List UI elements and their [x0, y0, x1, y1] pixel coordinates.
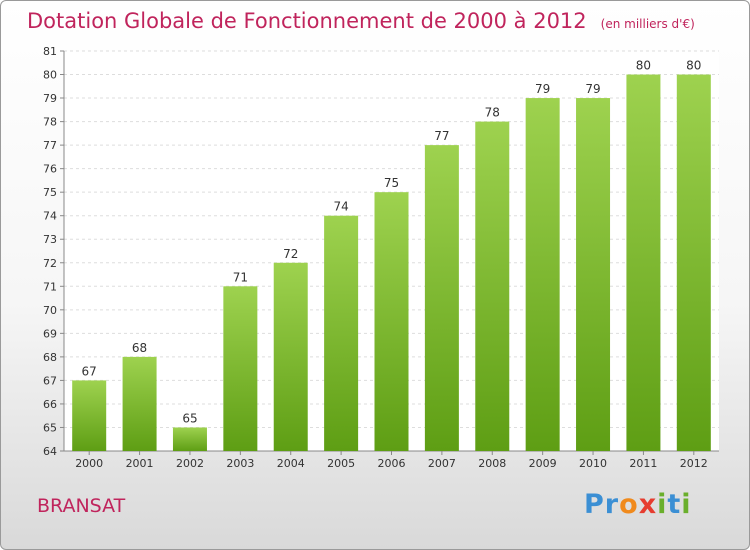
- y-tick-label: 67: [43, 374, 57, 387]
- bar-value-label: 74: [333, 200, 348, 214]
- bar-value-label: 65: [182, 411, 197, 425]
- y-tick-label: 65: [43, 421, 57, 434]
- bar-value-label: 72: [283, 247, 298, 261]
- bar-value-label: 79: [535, 82, 550, 96]
- x-tick-label: 2000: [75, 457, 103, 470]
- logo-letter: t: [667, 489, 682, 520]
- bar-value-label: 67: [82, 364, 97, 378]
- title-text: Dotation Globale de Fonctionnement de 20…: [27, 9, 587, 33]
- x-tick-label: 2004: [277, 457, 305, 470]
- y-tick-label: 77: [43, 139, 57, 152]
- logo-letter: P: [584, 489, 605, 520]
- y-tick-label: 76: [43, 163, 57, 176]
- bar: [475, 121, 510, 452]
- bar-value-label: 68: [132, 341, 147, 355]
- x-tick-label: 2007: [428, 457, 456, 470]
- y-tick-label: 73: [43, 233, 57, 246]
- bar-value-label: 79: [585, 82, 600, 96]
- bar-value-label: 78: [485, 106, 500, 120]
- y-tick-label: 74: [43, 210, 57, 223]
- y-tick-label: 70: [43, 304, 57, 317]
- x-tick-label: 2003: [226, 457, 254, 470]
- logo-letter: r: [604, 489, 620, 520]
- y-tick-label: 80: [43, 69, 57, 82]
- y-tick-label: 81: [43, 45, 57, 58]
- bar: [576, 98, 611, 451]
- x-tick-label: 2002: [176, 457, 204, 470]
- x-tick-label: 2008: [478, 457, 506, 470]
- bar: [72, 380, 107, 451]
- bar-value-label: 77: [434, 129, 449, 143]
- bar: [172, 427, 207, 451]
- x-tick-label: 2005: [327, 457, 355, 470]
- bar: [626, 74, 661, 451]
- x-tick-label: 2009: [529, 457, 557, 470]
- bar: [374, 192, 409, 452]
- x-tick-label: 2006: [378, 457, 406, 470]
- bar-value-label: 80: [636, 59, 651, 73]
- unit-label: (en milliers d'€): [600, 17, 695, 31]
- x-tick-label: 2010: [579, 457, 607, 470]
- bar: [122, 356, 157, 451]
- chart-title: Dotation Globale de Fonctionnement de 20…: [27, 9, 695, 33]
- logo-letter: o: [619, 489, 639, 520]
- y-tick-label: 75: [43, 186, 57, 199]
- bar: [424, 145, 459, 451]
- bar: [676, 74, 711, 451]
- x-tick-label: 2001: [126, 457, 154, 470]
- bar-value-label: 80: [686, 59, 701, 73]
- bar: [223, 286, 258, 451]
- y-tick-label: 64: [43, 445, 57, 458]
- logo-letter: i: [657, 489, 668, 520]
- y-tick-label: 72: [43, 257, 57, 270]
- x-tick-label: 2011: [629, 457, 657, 470]
- y-tick-label: 79: [43, 92, 57, 105]
- logo-letter: x: [638, 489, 658, 520]
- y-tick-label: 66: [43, 398, 57, 411]
- proxiti-logo[interactable]: Proxiti: [584, 489, 692, 520]
- y-tick-label: 69: [43, 327, 57, 340]
- bar: [324, 215, 359, 451]
- bar-value-label: 75: [384, 176, 399, 190]
- bar: [273, 262, 308, 451]
- bar-value-label: 71: [233, 270, 248, 284]
- bar: [525, 98, 560, 451]
- y-tick-label: 71: [43, 280, 57, 293]
- y-tick-label: 68: [43, 351, 57, 364]
- logo-letter: i: [681, 489, 692, 520]
- y-tick-label: 78: [43, 116, 57, 129]
- town-name: BRANSAT: [37, 495, 126, 517]
- x-tick-label: 2012: [680, 457, 708, 470]
